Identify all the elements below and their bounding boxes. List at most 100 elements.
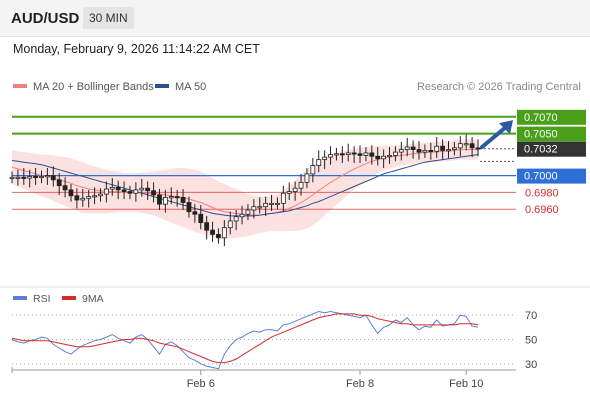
candle-body xyxy=(44,175,50,178)
candle-body xyxy=(251,206,257,211)
candle-body xyxy=(210,229,215,235)
legend-label-1: MA 50 xyxy=(175,81,206,93)
rsi-tick-50: 50 xyxy=(525,335,537,347)
interval-button[interactable]: 30 MIN xyxy=(83,7,134,29)
copyright-text: Research © 2026 Trading Central xyxy=(417,81,581,93)
candle-body xyxy=(186,202,192,213)
level-tag-0.7050 xyxy=(517,126,586,142)
candle-body xyxy=(398,149,404,153)
candle-body xyxy=(80,197,86,201)
x-tick-label-0: Feb 6 xyxy=(187,378,215,390)
candle-body xyxy=(339,153,345,156)
level-label-0.7032: 0.7032 xyxy=(524,144,558,156)
candle-body xyxy=(33,176,38,179)
candle-body xyxy=(475,147,481,150)
candle-body xyxy=(452,147,457,150)
candle-body xyxy=(257,206,263,209)
candle-body xyxy=(328,154,333,158)
timestamp: Monday, February 9, 2026 11:14:22 AM CET xyxy=(13,42,260,56)
candle-body xyxy=(221,227,227,239)
x-tick-label-1: Feb 8 xyxy=(346,378,374,390)
candle-body xyxy=(463,143,469,146)
candle-body xyxy=(446,149,451,152)
x-tick-label-2: Feb 10 xyxy=(449,378,483,390)
candle-body xyxy=(286,191,292,194)
candle-body xyxy=(434,145,440,152)
candle-body xyxy=(139,187,145,191)
candle-body xyxy=(457,143,463,149)
rsi-line xyxy=(11,310,479,370)
candle-body xyxy=(233,216,239,222)
candle-body xyxy=(62,185,68,191)
candle-body xyxy=(428,149,434,152)
candle-body xyxy=(345,152,351,155)
candle-body xyxy=(310,165,316,175)
level-label-0.7000: 0.7000 xyxy=(524,171,558,183)
candle-body xyxy=(216,233,221,239)
candle-body xyxy=(292,187,298,192)
legend-swatch-1 xyxy=(155,84,169,88)
candle-body xyxy=(115,186,121,191)
chart-header: AUD/USD 30 MIN xyxy=(0,0,590,37)
level-label-0.7070: 0.7070 xyxy=(524,112,558,124)
ma50-line xyxy=(11,154,479,217)
candle-body xyxy=(422,149,428,153)
level-tag-0.7000 xyxy=(517,168,586,184)
candle-body xyxy=(204,222,210,231)
candle-body xyxy=(404,146,410,150)
ma20-line xyxy=(11,149,478,216)
rsi-ma9-line xyxy=(11,313,479,364)
candle-body xyxy=(50,175,56,181)
candle-body xyxy=(168,196,174,199)
legend-swatch-0 xyxy=(13,84,27,88)
candle-body xyxy=(198,213,204,224)
rsi-tick-30: 30 xyxy=(525,359,537,371)
candle-body xyxy=(269,202,274,205)
candle-body xyxy=(369,152,375,157)
candle-body xyxy=(381,155,387,160)
rsi-legend-label-0: RSI xyxy=(33,293,51,305)
candle-body xyxy=(162,197,168,205)
level-tag-0.7070 xyxy=(517,109,586,125)
rsi-legend-label-1: 9MA xyxy=(82,293,104,305)
candle-body xyxy=(280,192,286,204)
candle-body xyxy=(56,179,62,187)
candle-body xyxy=(375,155,381,160)
candle-body xyxy=(157,194,162,205)
symbol-title: AUD/USD xyxy=(11,10,80,27)
candle-body xyxy=(151,190,156,196)
candle-body xyxy=(298,181,304,189)
candle-body xyxy=(263,202,269,208)
forecast-arrow-head xyxy=(499,120,513,135)
candle-body xyxy=(469,143,475,149)
bollinger-band xyxy=(12,139,478,240)
level-label-0.7050: 0.7050 xyxy=(524,129,558,141)
rsi-tick-70: 70 xyxy=(525,310,537,322)
candle-body xyxy=(192,211,198,215)
candle-body xyxy=(180,197,186,203)
candle-body xyxy=(127,191,133,194)
candle-body xyxy=(39,176,44,179)
candle-body xyxy=(9,176,15,179)
candle-body xyxy=(316,159,322,166)
forecast-arrow xyxy=(480,124,509,150)
candle-body xyxy=(440,145,446,151)
candle-body xyxy=(15,176,21,179)
candle-body xyxy=(363,152,369,156)
candle-body xyxy=(145,187,151,192)
candle-body xyxy=(410,146,416,150)
candle-body xyxy=(322,156,328,161)
candle-body xyxy=(357,153,363,156)
candle-body xyxy=(304,173,310,183)
candles xyxy=(9,134,481,247)
candle-body xyxy=(133,189,139,194)
candle-body xyxy=(174,196,180,199)
candle-body xyxy=(21,176,27,179)
candle-body xyxy=(275,202,280,205)
candle-body xyxy=(393,151,398,156)
candle-body xyxy=(98,193,103,197)
candle-body xyxy=(121,189,127,192)
level-label-0.6960: 0.6960 xyxy=(525,204,559,216)
level-tag-0.7032 xyxy=(517,141,586,157)
